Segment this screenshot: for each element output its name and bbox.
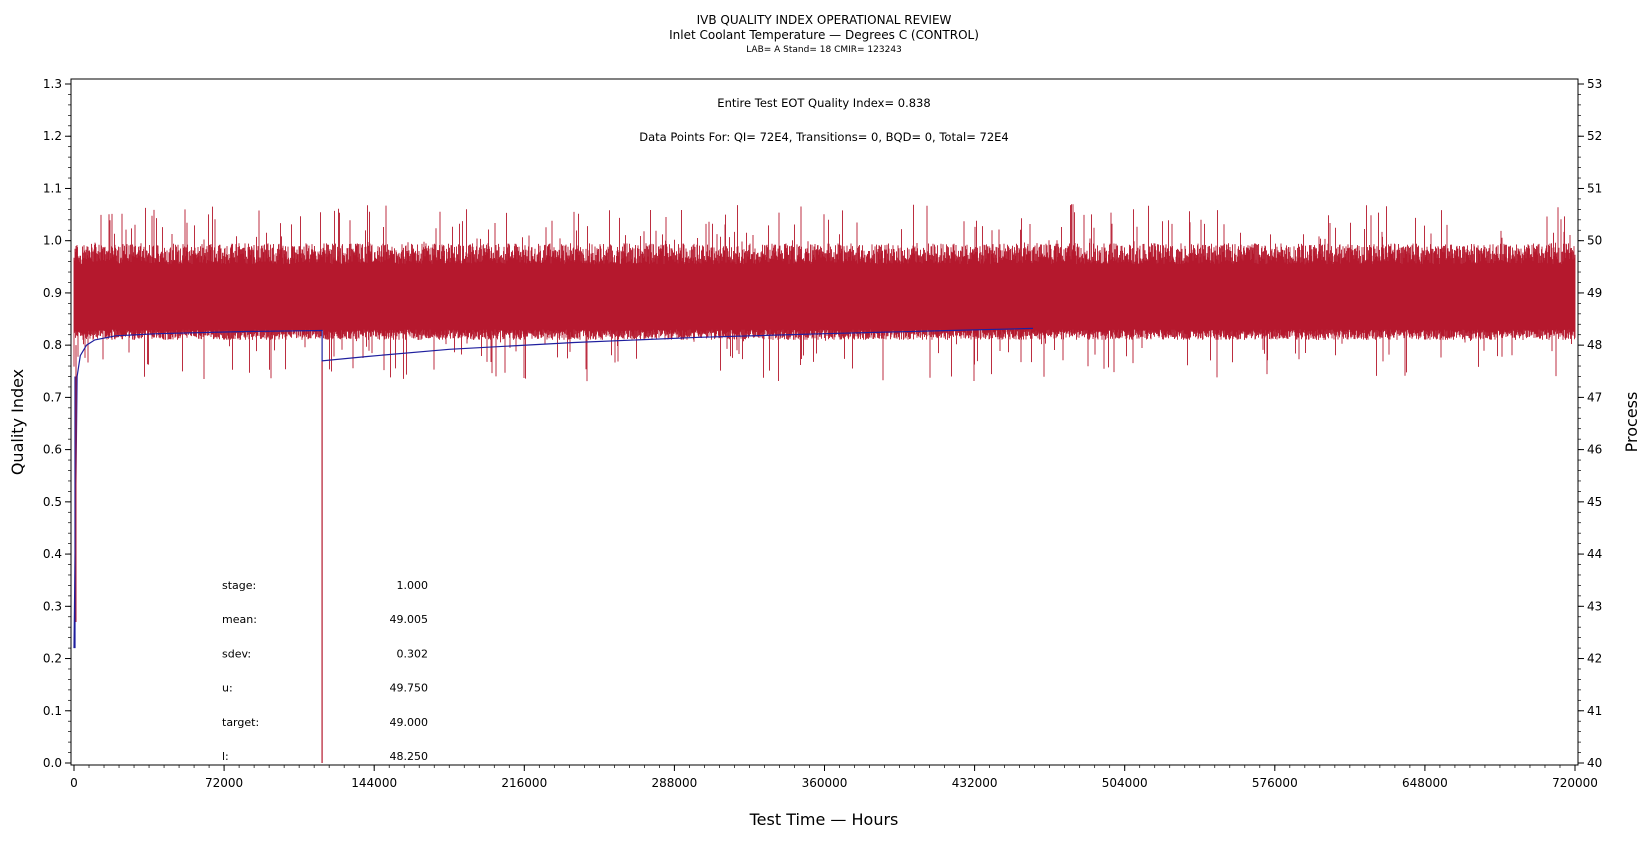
y-tick-label: 0.2 [43, 652, 62, 666]
x-tick-label: 144000 [351, 776, 397, 790]
y2-axis-label: Process [1622, 392, 1641, 453]
y-tick-label: 0.9 [43, 286, 62, 300]
stats-panel: stage: 1.000 mean: 49.005 sdev: 0.302 u: 49.750… [222, 579, 428, 763]
stat-label: u: [222, 682, 233, 695]
y2-tick-label: 50 [1587, 234, 1602, 248]
y-tick-label: 0.6 [43, 443, 62, 457]
x-tick-label: 432000 [952, 776, 998, 790]
y2-tick-label: 46 [1587, 443, 1602, 457]
x-tick-label: 504000 [1102, 776, 1148, 790]
y2-tick-label: 42 [1587, 652, 1602, 666]
stat-label: l: [222, 750, 229, 763]
y-tick-label: 1.3 [43, 77, 62, 91]
annotation-eot-quality-index: Entire Test EOT Quality Index= 0.838 [717, 96, 930, 110]
stat-label: mean: [222, 613, 257, 626]
quality-index-series [73, 204, 1576, 382]
data-layer [73, 204, 1576, 763]
stat-value: 49.000 [390, 716, 429, 729]
y-tick-label: 0.4 [43, 547, 62, 561]
x-tick-label: 288000 [651, 776, 697, 790]
chart-subtitle-2: LAB= A Stand= 18 CMIR= 123243 [746, 45, 902, 55]
y-tick-label: 0.1 [43, 704, 62, 718]
plot-frame [70, 78, 1579, 766]
y2-tick-label: 49 [1587, 286, 1602, 300]
x-tick-label: 360000 [802, 776, 848, 790]
y-tick-label: 1.0 [43, 234, 62, 248]
y2-tick-label: 44 [1587, 547, 1602, 561]
stat-label: stage: [222, 579, 256, 592]
x-tick-label: 72000 [205, 776, 243, 790]
y-tick-label: 0.8 [43, 338, 62, 352]
y-tick-label: 0.7 [43, 390, 62, 404]
stat-value: 48.250 [390, 750, 429, 763]
y2-tick-label: 47 [1587, 390, 1602, 404]
x-tick-label: 0 [70, 776, 78, 790]
x-tick-label: 720000 [1552, 776, 1598, 790]
y2-tick-label: 40 [1587, 756, 1602, 770]
x-axis-label: Test Time — Hours [749, 810, 899, 829]
stat-label: sdev: [222, 647, 251, 660]
y2-tick-label: 48 [1587, 338, 1602, 352]
x-tick-label: 576000 [1252, 776, 1298, 790]
y2-tick-label: 52 [1587, 129, 1602, 143]
y2-tick-label: 53 [1587, 77, 1602, 91]
y2-tick-label: 51 [1587, 181, 1602, 195]
stat-label: target: [222, 716, 259, 729]
stat-value: 0.302 [397, 647, 429, 660]
y-tick-label: 1.2 [43, 129, 62, 143]
y-axis-label: Quality Index [8, 369, 27, 475]
axes-layer: 0 72000 144000 216000 288000 360000 432000 5040… [43, 77, 1602, 790]
x-tick-label: 648000 [1402, 776, 1448, 790]
y-tick-label: 0.0 [43, 756, 62, 770]
y2-tick-label: 41 [1587, 704, 1602, 718]
x-tick-label: 216000 [501, 776, 547, 790]
y-tick-label: 1.1 [43, 181, 62, 195]
annotation-data-points: Data Points For: QI= 72E4, Transitions= … [639, 130, 1008, 144]
y-tick-label: 0.3 [43, 599, 62, 613]
y-tick-label: 0.5 [43, 495, 62, 509]
stat-value: 1.000 [397, 579, 429, 592]
chart-subtitle: Inlet Coolant Temperature — Degrees C (C… [669, 28, 979, 42]
stat-value: 49.005 [390, 613, 429, 626]
chart-title: IVB QUALITY INDEX OPERATIONAL REVIEW [697, 13, 952, 27]
y2-tick-label: 43 [1587, 599, 1602, 613]
stat-value: 49.750 [390, 682, 429, 695]
running-quality-index-line [73, 327, 1034, 649]
y2-tick-label: 45 [1587, 495, 1602, 509]
